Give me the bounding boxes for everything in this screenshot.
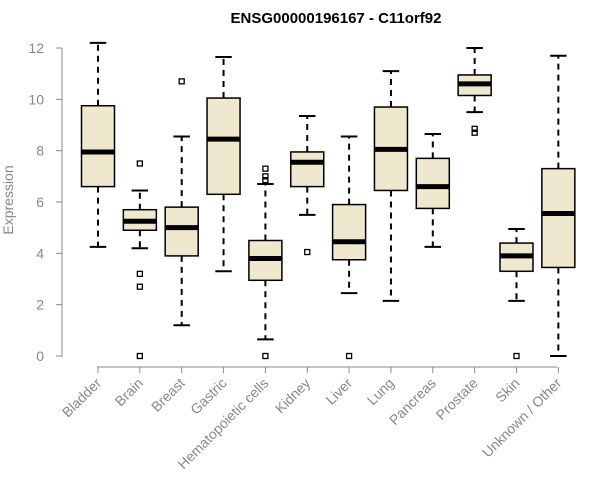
outlier-point xyxy=(262,177,269,184)
box-kidney xyxy=(290,115,325,256)
y-tick-label: 0 xyxy=(36,348,44,364)
outlier-point xyxy=(262,173,269,180)
x-tick-label: Unknown / Other xyxy=(479,375,565,461)
y-tick-label: 8 xyxy=(36,143,44,159)
box-unknown-other xyxy=(541,54,576,357)
y-tick-label: 4 xyxy=(36,245,44,261)
boxes xyxy=(80,41,576,360)
outlier-point xyxy=(136,160,144,167)
box-bladder xyxy=(80,41,116,248)
outlier-point xyxy=(178,78,185,85)
outlier-point xyxy=(136,270,144,278)
box-prostate xyxy=(457,47,492,136)
outlier-point xyxy=(304,248,311,256)
outlier-point xyxy=(345,352,353,360)
outlier-point xyxy=(471,125,478,132)
chart-title: ENSG00000196167 - C11orf92 xyxy=(231,10,442,27)
x-tick-label: Kidney xyxy=(272,375,314,417)
box-lung xyxy=(373,70,409,302)
y-tick-label: 10 xyxy=(28,91,44,107)
outlier-point xyxy=(262,165,269,172)
iqr-box xyxy=(541,167,576,269)
box-gastric xyxy=(206,55,241,273)
iqr-box xyxy=(415,157,451,210)
box-brain xyxy=(122,160,158,360)
box-skin xyxy=(499,227,534,360)
y-tick-label: 12 xyxy=(28,40,44,56)
x-tick-label: Pancreas xyxy=(386,375,439,428)
y-tick-label: 6 xyxy=(36,194,44,210)
y-tick-label: 2 xyxy=(36,297,44,313)
box-pancreas xyxy=(415,132,451,248)
outlier-point xyxy=(471,129,478,136)
box-hematopoietic-cells xyxy=(248,165,283,360)
x-tick-label: Lung xyxy=(364,375,397,408)
outlier-point xyxy=(136,352,144,360)
x-tick-label: Liver xyxy=(322,375,355,408)
outlier-point xyxy=(136,283,144,290)
outlier-point xyxy=(262,352,269,360)
iqr-box xyxy=(290,151,325,188)
iqr-box xyxy=(80,105,116,188)
x-tick-label: Brain xyxy=(112,375,146,409)
box-breast xyxy=(164,78,199,327)
x-tick-label: Breast xyxy=(148,375,188,415)
y-ticks: 0 2 4 6 8 10 12 xyxy=(28,40,62,364)
y-axis-label: Expression xyxy=(0,165,16,234)
iqr-box xyxy=(331,203,367,261)
x-tick-label: Bladder xyxy=(59,375,105,421)
outlier-point xyxy=(513,352,520,360)
box-liver xyxy=(331,135,367,360)
x-tick-label: Prostate xyxy=(433,375,481,423)
iqr-box xyxy=(164,206,199,257)
iqr-box xyxy=(206,97,241,196)
x-tick-label: Skin xyxy=(492,375,523,406)
